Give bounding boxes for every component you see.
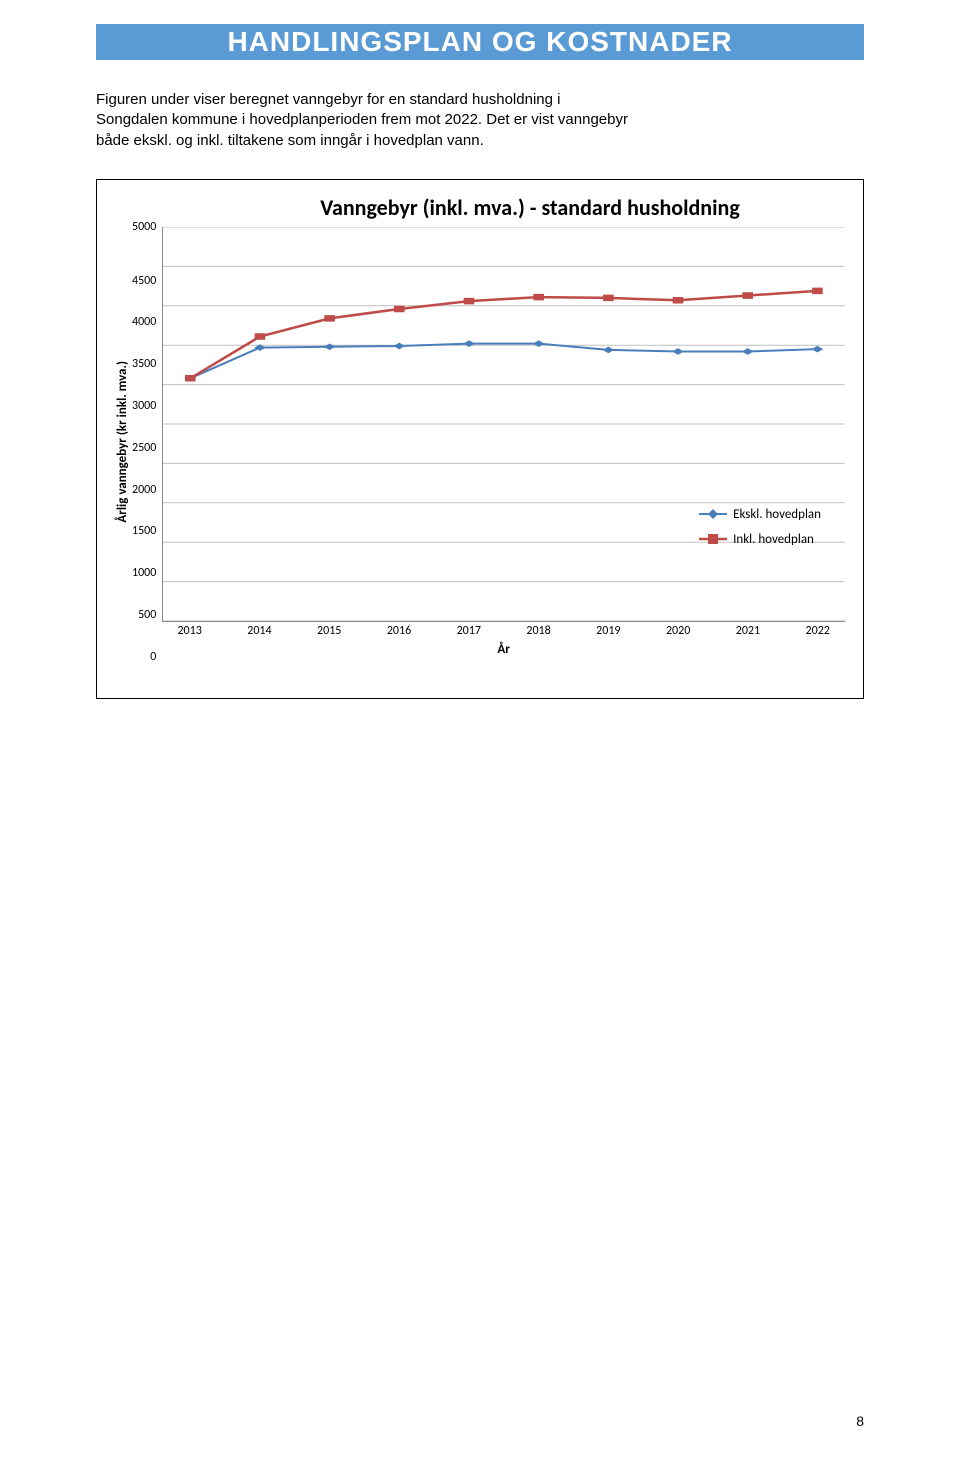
chart-svg xyxy=(163,227,845,621)
y-tick-label: 1000 xyxy=(132,567,156,579)
chart-frame: Vanngebyr (inkl. mva.) - standard hushol… xyxy=(96,179,864,699)
plot-area xyxy=(162,227,845,622)
page-number: 8 xyxy=(856,1413,864,1429)
y-axis-label: Årlig vanngebyr (kr inkl. mva.) xyxy=(115,361,130,523)
x-tick-label: 2015 xyxy=(317,624,341,638)
x-tick-label: 2017 xyxy=(457,624,481,638)
x-tick-label: 2018 xyxy=(526,624,550,638)
y-tick-label: 1500 xyxy=(132,525,156,537)
chart-body: Årlig vanngebyr (kr inkl. mva.) 50004500… xyxy=(115,227,845,657)
x-tick-label: 2019 xyxy=(596,624,620,638)
y-tick-label: 2000 xyxy=(132,484,156,496)
x-tick-label: 2013 xyxy=(177,624,201,638)
y-tick-label: 2500 xyxy=(132,442,156,454)
y-ticks: 5000450040003500300025002000150010005000 xyxy=(132,227,162,657)
chart-title: Vanngebyr (inkl. mva.) - standard hushol… xyxy=(215,194,845,221)
x-tick-label: 2014 xyxy=(247,624,271,638)
y-tick-label: 0 xyxy=(150,651,156,663)
legend-label: Ekskl. hovedplan xyxy=(733,507,821,522)
y-tick-label: 3000 xyxy=(132,400,156,412)
title-bar: HANDLINGSPLAN OG KOSTNADER xyxy=(96,24,864,60)
x-tick-label: 2020 xyxy=(666,624,690,638)
intro-paragraph: Figuren under viser beregnet vanngebyr f… xyxy=(96,90,636,151)
legend-label: Inkl. hovedplan xyxy=(733,532,814,547)
x-ticks: 2013 2014 2015 2016 2017 2018 2019 2020 2021 2022 xyxy=(162,622,845,642)
page-title: HANDLINGSPLAN OG KOSTNADER xyxy=(96,26,864,58)
x-axis-label: År xyxy=(162,642,845,657)
y-tick-label: 4500 xyxy=(132,275,156,287)
plot-wrap: 2013 2014 2015 2016 2017 2018 2019 2020 2021 2022… xyxy=(162,227,845,657)
x-tick-label: 2022 xyxy=(806,624,830,638)
legend-item: Inkl. hovedplan xyxy=(699,532,821,547)
diamond-marker-icon xyxy=(699,507,727,521)
legend-item: Ekskl. hovedplan xyxy=(699,507,821,522)
y-tick-label: 4000 xyxy=(132,316,156,328)
x-tick-label: 2016 xyxy=(387,624,411,638)
y-tick-label: 5000 xyxy=(132,221,156,233)
legend: Ekskl. hovedplan Inkl. hovedplan xyxy=(699,507,821,557)
x-tick-label: 2021 xyxy=(736,624,760,638)
square-marker-icon xyxy=(699,532,727,546)
y-tick-label: 500 xyxy=(138,609,156,621)
y-tick-label: 3500 xyxy=(132,358,156,370)
